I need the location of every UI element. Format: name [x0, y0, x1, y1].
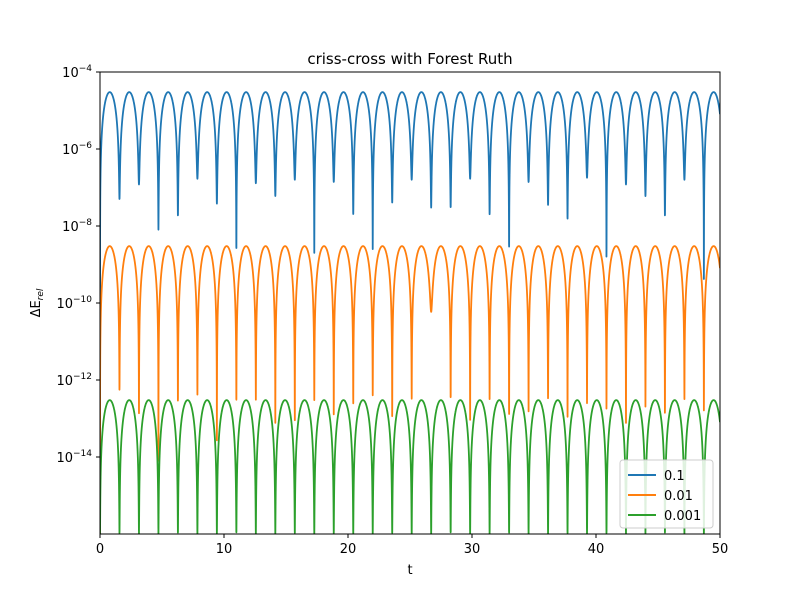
- y-tick-label: 10−6: [62, 141, 92, 158]
- y-tick-label: 10−14: [56, 449, 92, 466]
- x-tick-label: 0: [96, 542, 104, 557]
- y-axis: 10−4 10−6 10−8 10−10 10−12 10−14: [56, 64, 100, 466]
- y-tick-label: 10−4: [62, 64, 92, 81]
- x-tick-label: 30: [464, 542, 481, 557]
- legend: 0.1 0.01 0.001: [619, 459, 714, 529]
- legend-label: 0.1: [664, 469, 685, 484]
- x-axis: 0 10 20 30 40 50: [96, 534, 728, 557]
- legend-frame: [619, 459, 714, 529]
- series-line-0.1: [100, 91, 720, 534]
- y-tick-label: 10−8: [62, 218, 92, 235]
- series-line-0.01: [100, 245, 720, 534]
- legend-label: 0.01: [664, 489, 693, 504]
- x-axis-label: t: [407, 563, 412, 578]
- x-tick-label: 10: [216, 542, 233, 557]
- y-axis-label-subscript: rel: [36, 288, 46, 300]
- y-axis-label: ΔErel: [29, 288, 46, 317]
- x-tick-label: 40: [588, 542, 605, 557]
- series-line-0.001: [100, 399, 720, 534]
- x-tick-label: 50: [712, 542, 729, 557]
- series-layer: [100, 91, 720, 534]
- y-tick-label: 10−10: [56, 295, 92, 312]
- legend-label: 0.001: [664, 509, 701, 524]
- x-tick-label: 20: [340, 542, 357, 557]
- chart-title: criss-cross with Forest Ruth: [307, 50, 512, 68]
- y-axis-label-base: ΔE: [29, 300, 44, 317]
- y-tick-label: 10−12: [56, 372, 92, 389]
